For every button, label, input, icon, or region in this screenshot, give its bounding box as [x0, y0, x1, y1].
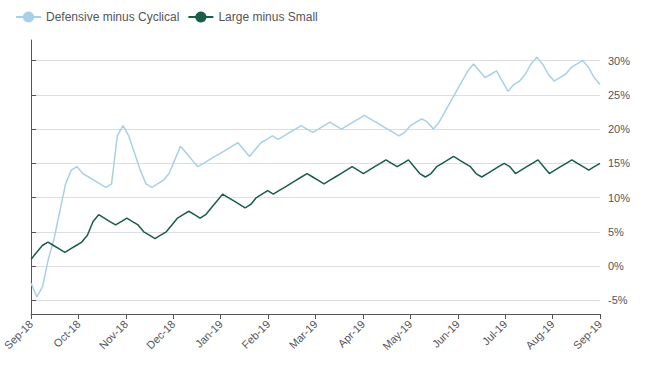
svg-text:Mar-19: Mar-19	[287, 318, 320, 351]
svg-text:Dec-18: Dec-18	[144, 318, 178, 352]
svg-text:25%: 25%	[608, 89, 630, 101]
svg-text:Apr-19: Apr-19	[335, 318, 367, 350]
svg-text:Nov-18: Nov-18	[97, 318, 131, 352]
svg-text:0%: 0%	[608, 260, 624, 272]
svg-text:Sep-18: Sep-18	[2, 318, 36, 352]
svg-text:Large minus Small: Large minus Small	[218, 10, 317, 24]
svg-text:Jul-19: Jul-19	[480, 318, 510, 348]
svg-text:Feb-19: Feb-19	[239, 318, 272, 351]
svg-text:Oct-18: Oct-18	[51, 318, 83, 350]
svg-text:15%: 15%	[608, 157, 630, 169]
svg-text:Jun-19: Jun-19	[430, 318, 462, 350]
svg-text:20%: 20%	[608, 123, 630, 135]
svg-text:30%: 30%	[608, 55, 630, 67]
svg-text:Jan-19: Jan-19	[193, 318, 225, 350]
svg-text:Sep-19: Sep-19	[571, 318, 605, 352]
svg-text:Defensive minus Cyclical: Defensive minus Cyclical	[46, 10, 179, 24]
svg-text:May-19: May-19	[380, 318, 414, 352]
svg-text:5%: 5%	[608, 226, 624, 238]
svg-text:10%: 10%	[608, 192, 630, 204]
svg-text:-5%: -5%	[608, 294, 628, 306]
svg-text:Aug-19: Aug-19	[523, 318, 557, 352]
